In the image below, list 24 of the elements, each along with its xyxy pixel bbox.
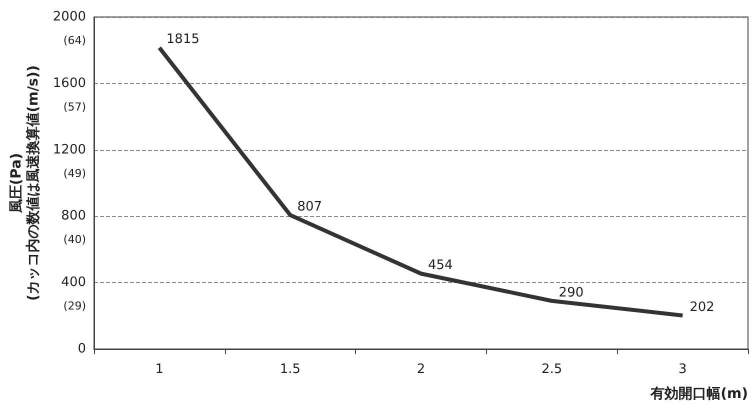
x-tick-label: 2 bbox=[416, 362, 426, 377]
y-tick-label: 1200 bbox=[52, 142, 86, 158]
x-tick-label: 1.5 bbox=[280, 362, 301, 377]
x-tick-label: 1 bbox=[155, 362, 164, 377]
text: (64) bbox=[63, 34, 86, 47]
y-tick-label: 400 bbox=[61, 275, 86, 290]
data-label: 807 bbox=[297, 200, 322, 215]
y-tick-label: 2000 bbox=[52, 10, 86, 24]
x-tick-label: 3 bbox=[678, 362, 687, 377]
y-tick-label: 0 bbox=[78, 342, 86, 356]
data-label: 1815 bbox=[166, 32, 200, 48]
y-tick-label: 1600 bbox=[52, 76, 86, 91]
line-series bbox=[157, 46, 685, 318]
x-axis-title: 有効開口幅(m) bbox=[650, 386, 748, 402]
text: (57) bbox=[63, 100, 86, 114]
x-tick-label: 2.5 bbox=[541, 362, 562, 377]
y-tick-label: 800 bbox=[61, 208, 86, 224]
data-label: 202 bbox=[690, 300, 714, 315]
data-label: 290 bbox=[558, 285, 584, 300]
text: (29) bbox=[63, 300, 86, 313]
text: (40) bbox=[63, 233, 86, 246]
text: (49) bbox=[63, 166, 86, 180]
data-label: 454 bbox=[428, 258, 453, 274]
y-axis-title: 風圧(Pa) (カッコ内の数値は風速換算値(m/s)) bbox=[8, 65, 42, 301]
